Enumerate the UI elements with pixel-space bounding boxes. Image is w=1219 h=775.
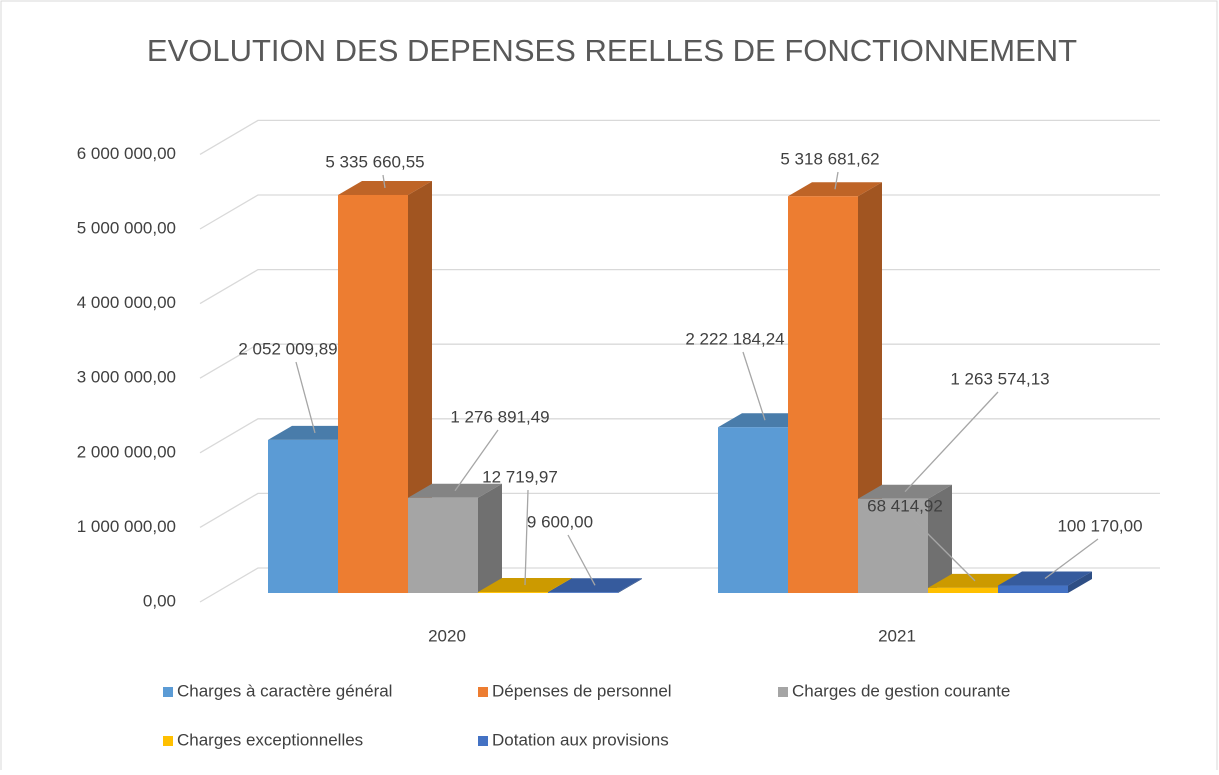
data-label: 2 222 184,24 [685,329,784,348]
bar-front [408,497,478,593]
legend-swatch [778,687,788,697]
data-label: 68 414,92 [867,496,943,515]
bar-front [928,587,998,593]
bar-side [1068,571,1092,593]
bar [408,483,502,593]
bar-side [618,578,642,593]
legend-label: Dotation aux provisions [492,730,669,749]
legend-label: Dépenses de personnel [492,681,672,700]
data-label: 1 276 891,49 [450,407,549,426]
bar-side [478,483,502,593]
data-label: 100 170,00 [1057,516,1142,535]
y-tick-label: 6 000 000,00 [77,144,176,163]
data-label: 1 263 574,13 [950,369,1049,388]
bar-front [478,592,548,593]
x-tick-label: 2020 [428,626,466,645]
bar-front [548,592,618,593]
y-tick-label: 2 000 000,00 [77,442,176,461]
y-tick-label: 1 000 000,00 [77,517,176,536]
bar-side [928,484,952,593]
data-label: 5 335 660,55 [325,152,424,171]
bar-front [268,439,338,593]
leader-line [567,534,596,586]
leader-line [742,351,766,421]
legend-label: Charges à caractère général [177,681,392,700]
leader-line [524,489,529,586]
y-tick-label: 0,00 [143,591,176,610]
leader-line [382,174,386,189]
data-label: 2 052 009,89 [238,339,337,358]
grid-line [199,119,1160,155]
legend-label: Charges de gestion courante [792,681,1010,700]
legend-label: Charges exceptionnelles [177,730,363,749]
bar-front [338,194,408,593]
leader-line [912,518,976,582]
leader-line [295,361,316,434]
bar-front [788,196,858,593]
y-tick-label: 3 000 000,00 [77,368,176,387]
chart-title: EVOLUTION DES DEPENSES REELLES DE FONCTI… [147,33,1077,68]
bar [338,180,432,593]
leader-line [904,391,999,493]
x-tick-label: 2021 [878,626,916,645]
data-label: 5 318 681,62 [780,149,879,168]
legend-swatch [163,687,173,697]
leader-line [454,429,499,492]
legend-swatch [163,736,173,746]
leader-line [834,171,839,190]
legend-swatch [478,687,488,697]
y-tick-label: 4 000 000,00 [77,293,176,312]
bar [788,182,882,593]
legend-swatch [478,736,488,746]
bar-front [858,498,928,593]
bar-front [998,585,1068,593]
leader-line [1044,538,1099,580]
bar-front [718,427,788,593]
y-tick-label: 5 000 000,00 [77,218,176,237]
data-label: 12 719,97 [482,467,558,486]
data-label: 9 600,00 [527,512,593,531]
